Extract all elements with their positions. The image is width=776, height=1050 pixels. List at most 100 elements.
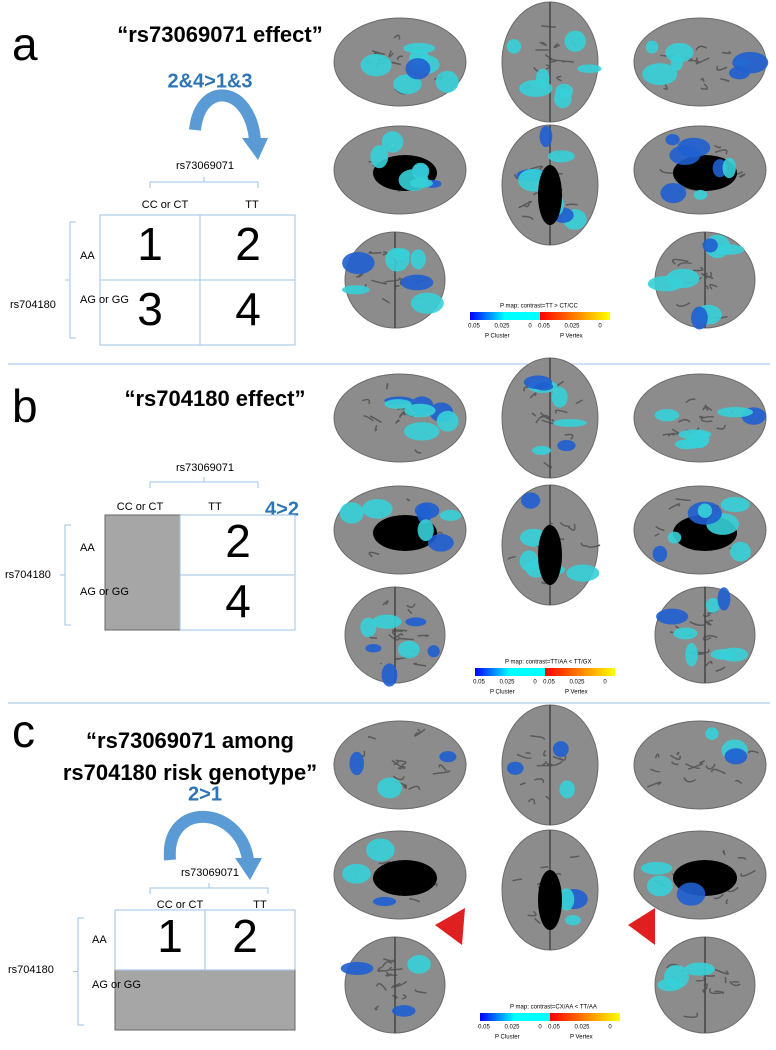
activation (656, 608, 689, 625)
sulcus (700, 415, 715, 420)
cell-number: 2 (225, 515, 251, 567)
sulcus (695, 57, 710, 65)
colorbar-tick: 0.025 (574, 1025, 590, 1031)
cell-number: 3 (137, 283, 163, 335)
activation (385, 247, 410, 272)
sulcus (379, 662, 382, 665)
activation (349, 751, 364, 776)
activation (400, 274, 434, 291)
sulcus (720, 78, 730, 82)
brain (633, 125, 767, 215)
marker (435, 908, 465, 945)
sulcus (512, 878, 522, 882)
brain (501, 704, 599, 826)
sulcus (695, 45, 708, 51)
sulcus (559, 754, 567, 761)
ventricle (538, 525, 562, 585)
activation (439, 509, 462, 521)
panel-title: “rs704180 effect” (124, 386, 305, 411)
sulcus (726, 886, 739, 893)
arrow-head (242, 138, 268, 160)
row-label: AA (80, 250, 95, 262)
comparison: 2&4>1&3 (167, 70, 252, 92)
sulcus (361, 398, 371, 405)
activation (404, 403, 436, 418)
masked-cells (104, 514, 181, 631)
row-label: AG or GG (80, 294, 129, 306)
column-label: CC or CT (117, 501, 164, 513)
sulcus (683, 777, 696, 783)
sulcus (650, 768, 661, 773)
activation (722, 157, 736, 179)
sulcus (521, 215, 534, 221)
arrow (189, 89, 261, 141)
sulcus (707, 619, 714, 626)
sulcus (393, 759, 400, 766)
sulcus (395, 419, 401, 424)
colorbar-cluster (475, 668, 545, 676)
sulcus (675, 301, 691, 307)
sulcus (368, 551, 380, 558)
brain-surface (333, 720, 467, 810)
brain (633, 373, 767, 463)
sulcus (575, 399, 583, 405)
colorbar-tick: 0.025 (494, 324, 510, 330)
activation (365, 643, 382, 653)
sulcus (553, 42, 561, 49)
sulcus (391, 759, 406, 770)
sulcus (675, 498, 691, 502)
activation (372, 896, 397, 907)
brain (501, 357, 599, 479)
cell-number: 1 (137, 218, 163, 270)
colorbar-cluster (480, 1013, 550, 1021)
sulcus (385, 277, 401, 283)
sulcus (669, 754, 681, 761)
column-gene: rs73069071 (176, 462, 234, 474)
sulcus (705, 406, 713, 412)
colorbar-label: P Vertex (560, 334, 583, 340)
sulcus (667, 432, 680, 437)
brain (633, 485, 767, 575)
sulcus (695, 57, 699, 62)
sulcus (663, 84, 668, 90)
colorbar-vertex (540, 312, 610, 320)
brain (344, 586, 446, 687)
colorbar-tick: 0.05 (473, 680, 485, 686)
brain (333, 720, 467, 810)
activation (685, 642, 698, 667)
sulcus (398, 637, 414, 641)
sulcus (684, 763, 701, 769)
activation (691, 306, 708, 330)
sulcus (676, 751, 680, 756)
brain (654, 586, 756, 684)
sulcus (677, 262, 692, 267)
panel-letter: a (12, 18, 38, 70)
activation (642, 63, 678, 86)
sulcus (413, 662, 427, 667)
sulcus (414, 988, 427, 994)
activation (660, 183, 687, 204)
sulcus (523, 200, 531, 208)
activation (552, 741, 569, 758)
colorbar-label: P Vertex (570, 1035, 593, 1041)
ventricle (373, 860, 437, 896)
brain-surface (333, 373, 467, 463)
sulcus (559, 522, 571, 528)
activation (678, 429, 712, 440)
activation (676, 882, 706, 906)
activation (366, 838, 395, 862)
activation (717, 587, 731, 611)
cell-number: 4 (235, 283, 261, 335)
sulcus (394, 633, 404, 639)
sulcus (408, 785, 421, 791)
brain (333, 830, 467, 920)
sulcus (529, 165, 543, 170)
sulcus (710, 768, 726, 775)
sulcus (713, 893, 725, 900)
activation (414, 502, 440, 519)
sulcus (374, 424, 378, 432)
activation (360, 617, 377, 638)
activation (640, 861, 673, 875)
colorbar-tick: 0.05 (478, 1025, 490, 1031)
column-label: TT (245, 199, 259, 211)
